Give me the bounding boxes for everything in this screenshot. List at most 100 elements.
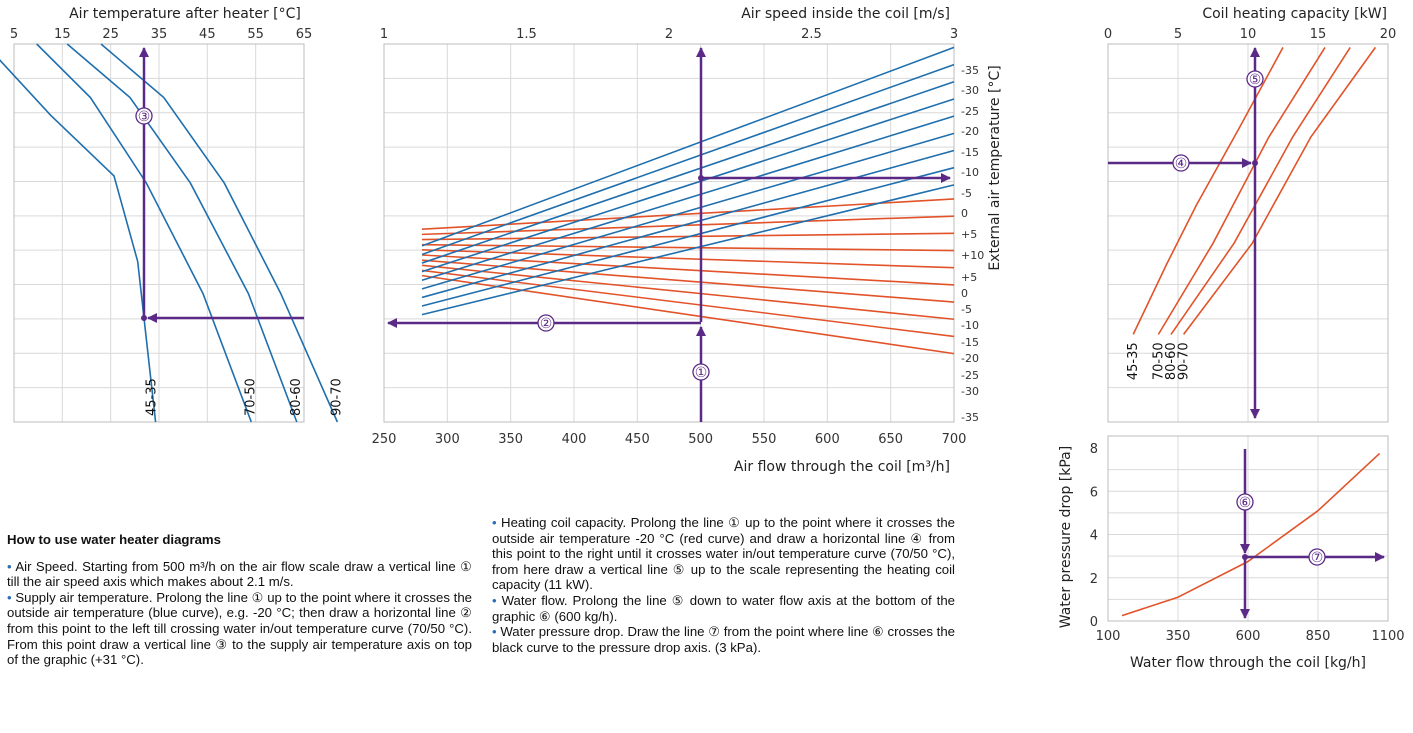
bottom-tick-label: 650 bbox=[878, 432, 903, 447]
help-step-supply-temp: • Supply air temperature. Prolong the li… bbox=[7, 590, 472, 668]
red-line-label: +5 bbox=[961, 228, 977, 241]
arrow-3: ③ bbox=[135, 47, 153, 318]
x-tick-label: 55 bbox=[247, 27, 264, 42]
x-tick-label: 5 bbox=[1174, 27, 1182, 42]
air-temp-chart: Air temperature after heater [°C] 5 15 25 3… bbox=[0, 6, 344, 423]
y-tick-label: 6 bbox=[1090, 485, 1098, 500]
bottom-tick-label: 600 bbox=[815, 432, 840, 447]
pressure-drop-chart: 100 350 600 850 1100 0 2 4 6 8 Water flow through… bbox=[1058, 435, 1405, 671]
blue-line--5 bbox=[421, 149, 955, 299]
red-line-label: -30 bbox=[961, 84, 979, 97]
blue-line-label: +5 bbox=[961, 271, 977, 284]
coil-capacity-frame bbox=[1107, 43, 1389, 423]
help-text-air-speed: Air Speed. Starting from 500 m³/h on the… bbox=[7, 558, 472, 590]
blue-line--25 bbox=[421, 81, 955, 264]
x-tick-label: 850 bbox=[1306, 629, 1331, 644]
marker-5-circle bbox=[1246, 70, 1264, 88]
x-tick-label: 0 bbox=[1104, 27, 1112, 42]
x-tick-label: 20 bbox=[1380, 27, 1397, 42]
x-tick-label: 1100 bbox=[1371, 629, 1404, 644]
marker-4-circle bbox=[1172, 154, 1190, 172]
marker-4: ④ bbox=[1175, 156, 1188, 172]
blue-line-label: -20 bbox=[961, 352, 979, 365]
bottom-tick-label: 550 bbox=[752, 432, 777, 447]
bottom-tick-label: 400 bbox=[562, 432, 587, 447]
water-flow-axis-title: Water flow through the coil [kg/h] bbox=[1130, 655, 1366, 671]
curve-70-50 bbox=[1157, 46, 1326, 335]
help-step-pressure: • Water pressure drop. Draw the line ⑦ f… bbox=[492, 624, 955, 655]
red-line-label: +10 bbox=[961, 249, 984, 262]
x-tick-label: 10 bbox=[1240, 27, 1257, 42]
red-line-label: -5 bbox=[961, 187, 972, 200]
red-line-label: -10 bbox=[961, 166, 979, 179]
help-text-supply-temp: Supply air temperature. Prolong the line… bbox=[7, 589, 472, 668]
help-title: How to use water heater diagrams bbox=[7, 532, 221, 547]
top-tick-label: 3 bbox=[950, 27, 958, 42]
red-line-label: -35 bbox=[961, 64, 979, 77]
arrow-4-start bbox=[698, 173, 951, 183]
crossing-point-c1 bbox=[141, 315, 147, 321]
curve-label: 45-35 bbox=[145, 378, 160, 416]
help-step-capacity: • Heating coil capacity. Prolong the lin… bbox=[492, 515, 955, 593]
curve-label: 70-50 bbox=[243, 378, 258, 416]
y-tick-label: 0 bbox=[1090, 615, 1098, 630]
red-line-label: -25 bbox=[961, 105, 979, 118]
blue-line-label: -25 bbox=[961, 369, 979, 382]
bottom-tick-label: 500 bbox=[688, 432, 713, 447]
x-tick-label: 350 bbox=[1166, 629, 1191, 644]
red-line--20 bbox=[421, 259, 955, 303]
help-column-left: How to use water heater diagrams • Air S… bbox=[7, 532, 472, 668]
help-step-air-speed: • Air Speed. Starting from 500 m³/h on t… bbox=[7, 559, 472, 590]
curve-label: 90-70 bbox=[1177, 342, 1192, 380]
bullet-icon: • bbox=[7, 558, 12, 574]
help-text-capacity: Heating coil capacity. Prolong the line … bbox=[492, 515, 955, 593]
red-line-+5 bbox=[421, 215, 955, 236]
pressure-curve bbox=[1121, 452, 1381, 617]
blue-line-label: -35 bbox=[961, 411, 979, 424]
air-flow-axis-title: Air flow through the coil [m³/h] bbox=[734, 459, 950, 475]
red-line--5 bbox=[421, 243, 955, 252]
curve-45-35 bbox=[1132, 47, 1284, 335]
marker-7: ⑦ bbox=[1311, 550, 1324, 566]
air-speed-axis-title: Air speed inside the coil [m/s] bbox=[741, 6, 950, 22]
bottom-tick-label: 250 bbox=[372, 432, 397, 447]
marker-1-circle bbox=[692, 363, 710, 381]
top-tick-label: 2.5 bbox=[801, 27, 822, 42]
arrow-7: ⑦ bbox=[1242, 548, 1385, 566]
top-tick-label: 2 bbox=[665, 27, 673, 42]
red-line-label: -15 bbox=[961, 146, 979, 159]
blue-line-0 bbox=[421, 166, 955, 307]
bottom-tick-label: 700 bbox=[942, 432, 967, 447]
arrow-6: ⑥ bbox=[1236, 449, 1254, 619]
help-text-water-flow: Water flow. Prolong the line ⑤ down to w… bbox=[492, 592, 955, 624]
arrow-1: ① bbox=[692, 47, 710, 422]
crossing-point-c4 bbox=[1242, 554, 1248, 560]
marker-5: ⑤ bbox=[1249, 72, 1262, 88]
air-speed-frame bbox=[383, 43, 955, 423]
curve-80-60 bbox=[1170, 46, 1351, 335]
y-tick-label: 4 bbox=[1090, 529, 1098, 544]
bullet-icon: • bbox=[492, 592, 497, 608]
top-tick-label: 1.5 bbox=[516, 27, 537, 42]
bullet-icon: • bbox=[492, 624, 497, 640]
x-tick-label: 65 bbox=[296, 27, 313, 42]
x-tick-label: 5 bbox=[10, 27, 18, 42]
marker-6: ⑥ bbox=[1239, 495, 1252, 511]
blue-line-label: 0 bbox=[961, 287, 968, 300]
pressure-drop-frame bbox=[1107, 435, 1389, 622]
x-tick-label: 15 bbox=[1310, 27, 1327, 42]
coil-capacity-title: Coil heating capacity [kW] bbox=[1202, 6, 1387, 22]
arrow-4: ④ bbox=[1108, 154, 1252, 172]
coil-capacity-chart: Coil heating capacity [kW] 0 5 10 15 20 45-3… bbox=[1104, 6, 1397, 423]
y-tick-label: 8 bbox=[1090, 442, 1098, 457]
blue-line-label: -10 bbox=[961, 319, 979, 332]
blue-line-label: -30 bbox=[961, 385, 979, 398]
bottom-tick-label: 450 bbox=[625, 432, 650, 447]
air-speed-chart: Air speed inside the coil [m/s] 1 1.5 2 2.5… bbox=[372, 6, 1003, 475]
marker-7-circle bbox=[1308, 548, 1326, 566]
arrow-2: ② bbox=[387, 314, 701, 332]
blue-line--30 bbox=[421, 63, 955, 256]
x-tick-label: 600 bbox=[1236, 629, 1261, 644]
blue-line--35 bbox=[421, 46, 955, 247]
red-line--30 bbox=[421, 269, 955, 338]
